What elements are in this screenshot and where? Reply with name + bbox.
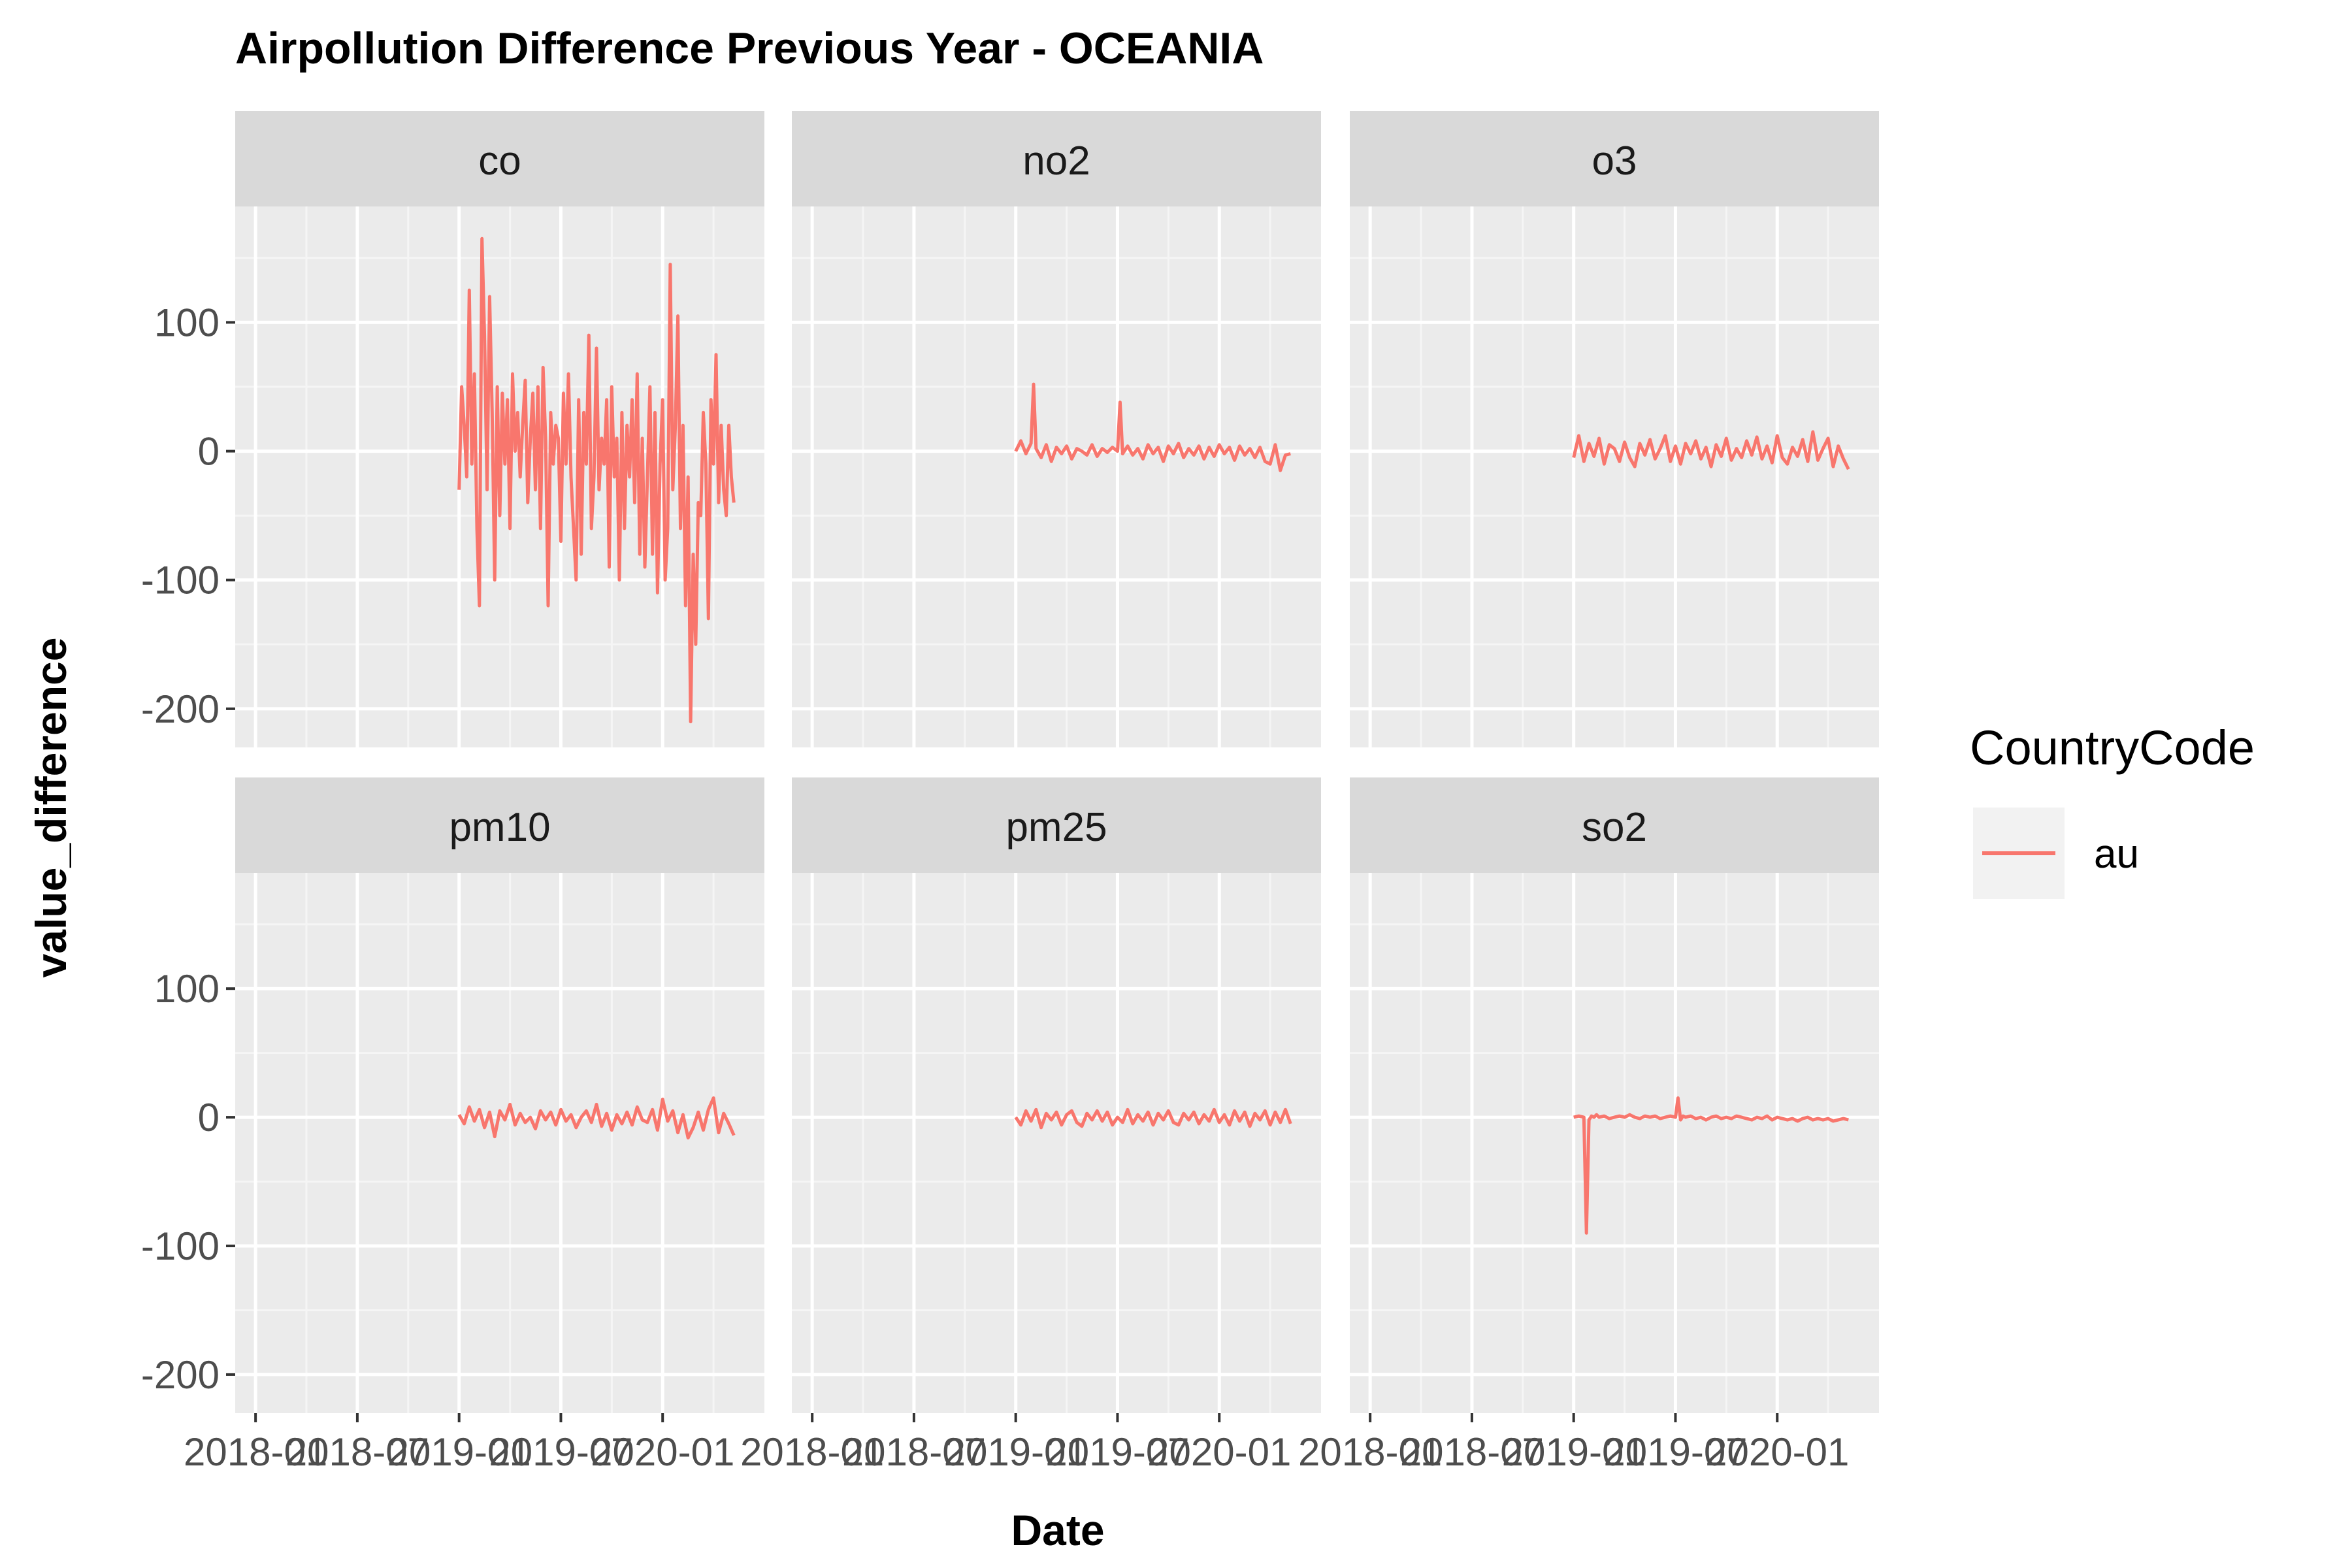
x-tick-label: 2019-01	[944, 1430, 1088, 1474]
facet-strip-co	[235, 111, 764, 206]
facet-label-co: co	[478, 139, 521, 184]
series-line-au-no2	[1014, 382, 1291, 472]
x-tick-label: 2018-07	[1400, 1430, 1544, 1474]
facet-strip-pm25	[792, 777, 1321, 873]
series-line-au-o3	[1572, 430, 1850, 470]
y-tick-label: -200	[141, 1353, 220, 1397]
facet-panel-so2: so2	[1350, 777, 1879, 1413]
facet-strip-no2	[792, 111, 1321, 206]
series-line-au-co	[457, 237, 736, 724]
facet-background	[235, 873, 764, 1413]
x-tick-label: 2019-07	[1603, 1430, 1747, 1474]
x-tick-label: 2018-07	[286, 1430, 429, 1474]
facet-panel-pm10: pm10	[235, 777, 764, 1413]
facet-label-o3: o3	[1592, 139, 1637, 184]
series-line-au-pm10	[457, 1096, 736, 1140]
facet-panels: co no2 o3 pm10 pm25 so2	[235, 111, 1879, 1413]
legend-title: CountryCode	[1970, 721, 2255, 775]
series-line-au-so2	[1573, 1096, 1849, 1235]
legend-entry-label: au	[2094, 832, 2139, 877]
y-axis-title: value_difference	[27, 638, 75, 978]
facet-panel-o3: o3	[1350, 111, 1879, 747]
x-tick-label: 2018-07	[842, 1430, 986, 1474]
facet-panel-co: co	[235, 111, 764, 747]
x-tick-label: 2018-01	[184, 1430, 327, 1474]
legend: CountryCode au	[1970, 721, 2255, 899]
facet-panel-no2: no2	[792, 111, 1321, 747]
facet-panel-pm25: pm25	[792, 777, 1321, 1413]
x-tick-label: 2019-01	[1502, 1430, 1646, 1474]
chart-title: Airpollution Difference Previous Year - …	[235, 24, 1264, 73]
x-tick-label: 2020-01	[1147, 1430, 1291, 1474]
facet-background	[792, 206, 1321, 747]
facet-strip-so2	[1350, 777, 1879, 873]
y-tick-label: 100	[154, 301, 220, 344]
facet-strip-pm10	[235, 777, 764, 873]
series-line-au-pm25	[1014, 1107, 1292, 1130]
facet-background	[1350, 873, 1879, 1413]
x-tick-label: 2019-07	[1045, 1430, 1189, 1474]
x-tick-label: 2018-01	[1298, 1430, 1442, 1474]
y-tick-label: 0	[198, 1096, 220, 1139]
x-tick-label: 2019-07	[489, 1430, 632, 1474]
y-tick-label: 100	[154, 967, 220, 1011]
x-tick-label: 2020-01	[1705, 1430, 1849, 1474]
facet-label-pm10: pm10	[449, 805, 550, 850]
facet-label-no2: no2	[1022, 139, 1090, 184]
y-tick-label: 0	[198, 430, 220, 474]
x-tick-label: 2020-01	[591, 1430, 734, 1474]
facet-strip-o3	[1350, 111, 1879, 206]
facet-background	[1350, 206, 1879, 747]
x-tick-label: 2018-01	[740, 1430, 884, 1474]
y-axis: 100 0 -100 -200 100 0 -100 -200	[141, 301, 235, 1397]
y-tick-label: -100	[141, 1224, 220, 1268]
x-axis-title: Date	[1011, 1506, 1104, 1554]
facet-label-so2: so2	[1582, 805, 1647, 850]
y-tick-label: -200	[141, 687, 220, 731]
facet-label-pm25: pm25	[1005, 805, 1107, 850]
y-tick-label: -100	[141, 559, 220, 602]
x-tick-label: 2019-01	[387, 1430, 531, 1474]
facet-background	[792, 873, 1321, 1413]
